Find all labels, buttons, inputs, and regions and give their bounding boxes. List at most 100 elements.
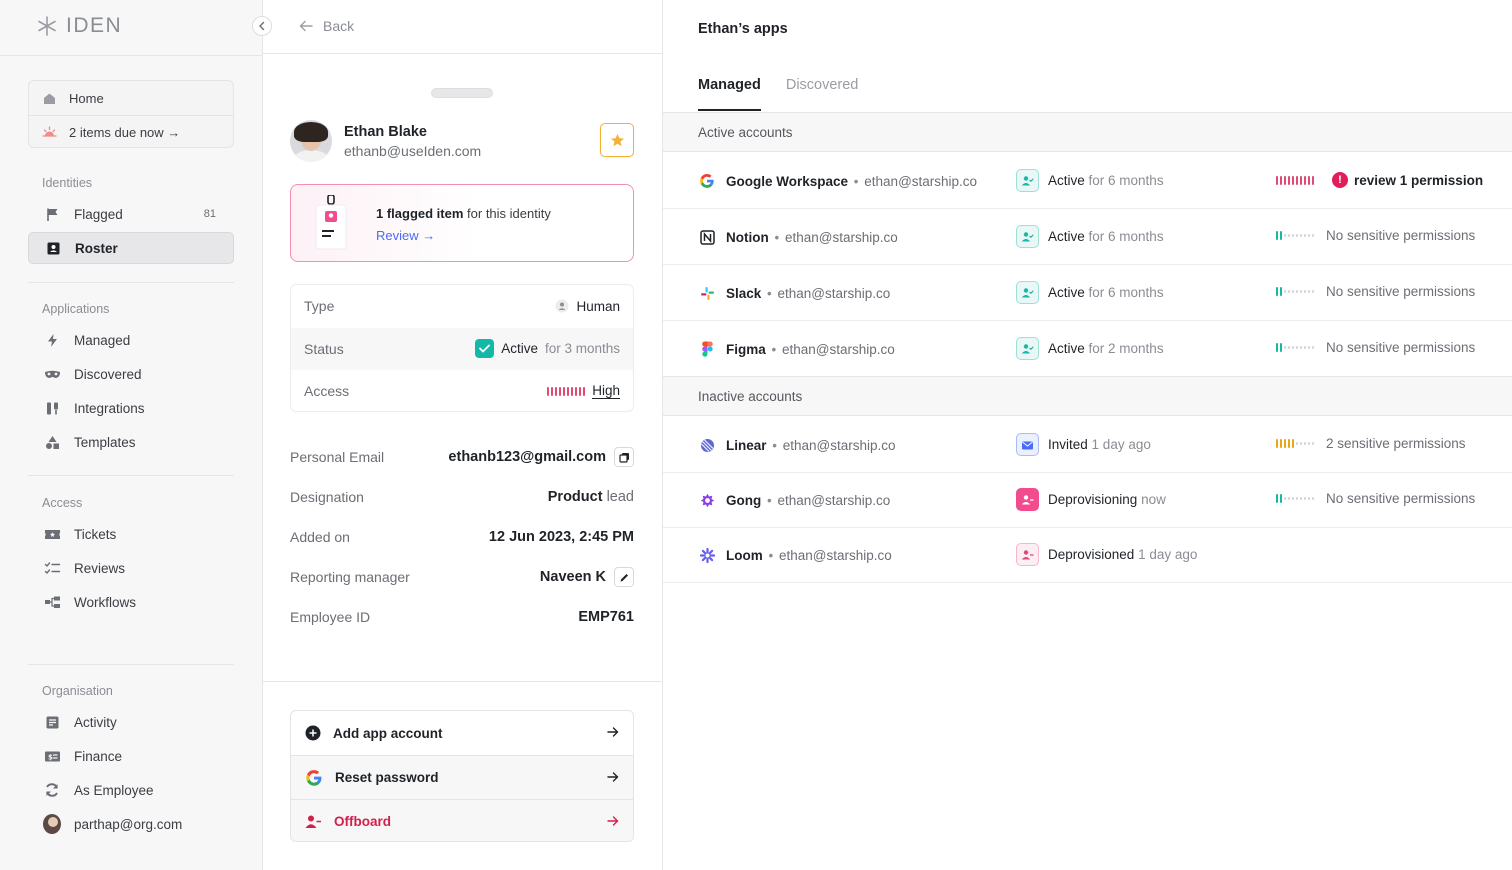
panel-divider [263, 53, 662, 54]
pencil-icon [619, 572, 630, 583]
sidebar-item-flagged[interactable]: Flagged 81 [28, 198, 234, 230]
contact-card-icon [44, 241, 62, 256]
risk-bar-tick [1308, 234, 1310, 237]
figma-icon [698, 340, 716, 358]
personal-email-row: Personal Email ethanb123@gmail.com [290, 447, 634, 467]
access-value[interactable]: High [592, 383, 620, 400]
person-icon [555, 299, 569, 313]
risk-level-bars [1276, 343, 1314, 352]
app-account-email: ethan@starship.co [778, 547, 892, 563]
sidebar-item-finance[interactable]: $ Finance [28, 740, 234, 772]
app-row-slack[interactable]: Slack • ethan@starship.co Active for 6 m… [663, 265, 1512, 321]
app-account-email: ethan@starship.co [864, 173, 978, 189]
sidebar-item-tickets[interactable]: Tickets [28, 518, 234, 550]
google-icon [305, 769, 323, 787]
sidebar-item-templates[interactable]: Templates [28, 426, 234, 458]
invite-mail-icon [1016, 433, 1039, 456]
reporting-manager-label: Reporting manager [290, 569, 410, 585]
risk-bar-tick [1308, 346, 1310, 349]
flagged-summary: 1 flagged item for this identity [376, 206, 551, 221]
sidebar-item-label: Finance [74, 748, 123, 764]
home-icon [42, 91, 57, 106]
review-link[interactable]: Review → [376, 228, 436, 243]
google-icon [698, 172, 716, 190]
favorite-button[interactable] [600, 123, 634, 157]
slack-icon [698, 284, 716, 302]
banknote-icon: $ [43, 749, 61, 764]
sidebar-divider [28, 475, 234, 476]
section-title-applications: Applications [42, 302, 110, 316]
app-permission-summary[interactable]: 2 sensitive permissions [1326, 436, 1466, 451]
tab-managed[interactable]: Managed [698, 72, 761, 111]
app-row-google-workspace[interactable]: Google Workspace • ethan@starship.co Act… [663, 153, 1512, 209]
employee-id-value: EMP761 [578, 609, 634, 625]
arrow-left-icon [299, 20, 313, 32]
due-items-link[interactable]: 2 items due now → [29, 115, 233, 149]
type-label: Type [304, 298, 335, 315]
risk-bar-tick [1288, 346, 1290, 349]
app-status-duration: for 6 months [1088, 229, 1164, 244]
app-row-gong[interactable]: Gong • ethan@starship.co Deprovisioning … [663, 472, 1512, 528]
app-status-duration: for 6 months [1088, 173, 1164, 188]
plus-circle-icon [305, 725, 321, 741]
sidebar-item-integrations[interactable]: Integrations [28, 392, 234, 424]
personal-email-value: ethanb123@gmail.com [448, 449, 606, 465]
type-value: Human [576, 298, 620, 314]
edit-manager-button[interactable] [614, 567, 634, 587]
identity-actions: Add app account Reset password Offboard [290, 710, 634, 842]
sidebar-item-user-account[interactable]: parthap@org.com [28, 808, 234, 840]
sidebar-item-label: Flagged [74, 206, 123, 222]
notion-icon [698, 228, 716, 246]
app-name: Slack [726, 285, 762, 301]
status-row: Status Active for 3 months [291, 327, 633, 371]
inactive-accounts-header: Inactive accounts [663, 376, 1512, 416]
arrow-right-icon [607, 815, 619, 827]
sidebar-item-as-employee[interactable]: As Employee [28, 774, 234, 806]
flagged-count-badge: 81 [203, 208, 216, 220]
active-user-icon [1016, 169, 1039, 192]
copy-email-button[interactable] [614, 447, 634, 467]
sidebar-item-activity[interactable]: Activity [28, 706, 234, 738]
sidebar-item-home[interactable]: Home [29, 81, 233, 115]
drag-handle[interactable] [431, 88, 493, 98]
app-row-figma[interactable]: Figma • ethan@starship.co Active for 2 m… [663, 321, 1512, 377]
risk-bar-tick [1276, 175, 1278, 185]
app-row-notion[interactable]: Notion • ethan@starship.co Active for 6 … [663, 209, 1512, 265]
app-permission-summary[interactable]: review 1 permission [1354, 172, 1484, 188]
added-on-label: Added on [290, 529, 350, 545]
offboard-button[interactable]: Offboard [291, 799, 633, 841]
risk-level-bars [1276, 231, 1314, 240]
linear-icon [698, 436, 716, 454]
sidebar-item-managed[interactable]: Managed [28, 324, 234, 356]
risk-bar-tick [1276, 439, 1278, 448]
add-app-account-button[interactable]: Add app account [291, 711, 633, 755]
risk-bar-tick [1296, 234, 1298, 237]
add-app-account-label: Add app account [333, 725, 443, 741]
tab-discovered[interactable]: Discovered [785, 77, 859, 93]
sidebar-item-discovered[interactable]: Discovered [28, 358, 234, 390]
app-row-linear[interactable]: Linear • ethan@starship.co Invited 1 day… [663, 417, 1512, 473]
collapse-sidebar-button[interactable] [252, 16, 272, 36]
back-button[interactable]: Back [299, 18, 354, 34]
app-row-loom[interactable]: Loom • ethan@starship.co Deprovisioned 1… [663, 527, 1512, 583]
app-status: Active [1048, 229, 1085, 244]
section-title-access: Access [42, 496, 83, 510]
risk-bar-tick [583, 386, 586, 396]
sidebar-item-workflows[interactable]: Workflows [28, 586, 234, 618]
sidebar-item-roster[interactable]: Roster [28, 232, 234, 264]
designation-label: Designation [290, 489, 364, 505]
app-name: Loom [726, 547, 763, 563]
sidebar-item-reviews[interactable]: Reviews [28, 552, 234, 584]
panel-divider [263, 681, 662, 682]
reset-password-button[interactable]: Reset password [291, 755, 633, 799]
risk-level-bars [1276, 439, 1314, 448]
risk-bar-tick [1292, 439, 1294, 448]
risk-bar-tick [1292, 497, 1294, 500]
active-user-icon [1016, 281, 1039, 304]
risk-bar-tick [1288, 175, 1290, 185]
brand-logo[interactable]: IDEN [36, 14, 122, 38]
home-label: Home [69, 90, 104, 106]
reporting-manager-value: Naveen K [539, 569, 606, 585]
ticket-icon [43, 527, 61, 542]
risk-bar-tick [559, 386, 562, 396]
